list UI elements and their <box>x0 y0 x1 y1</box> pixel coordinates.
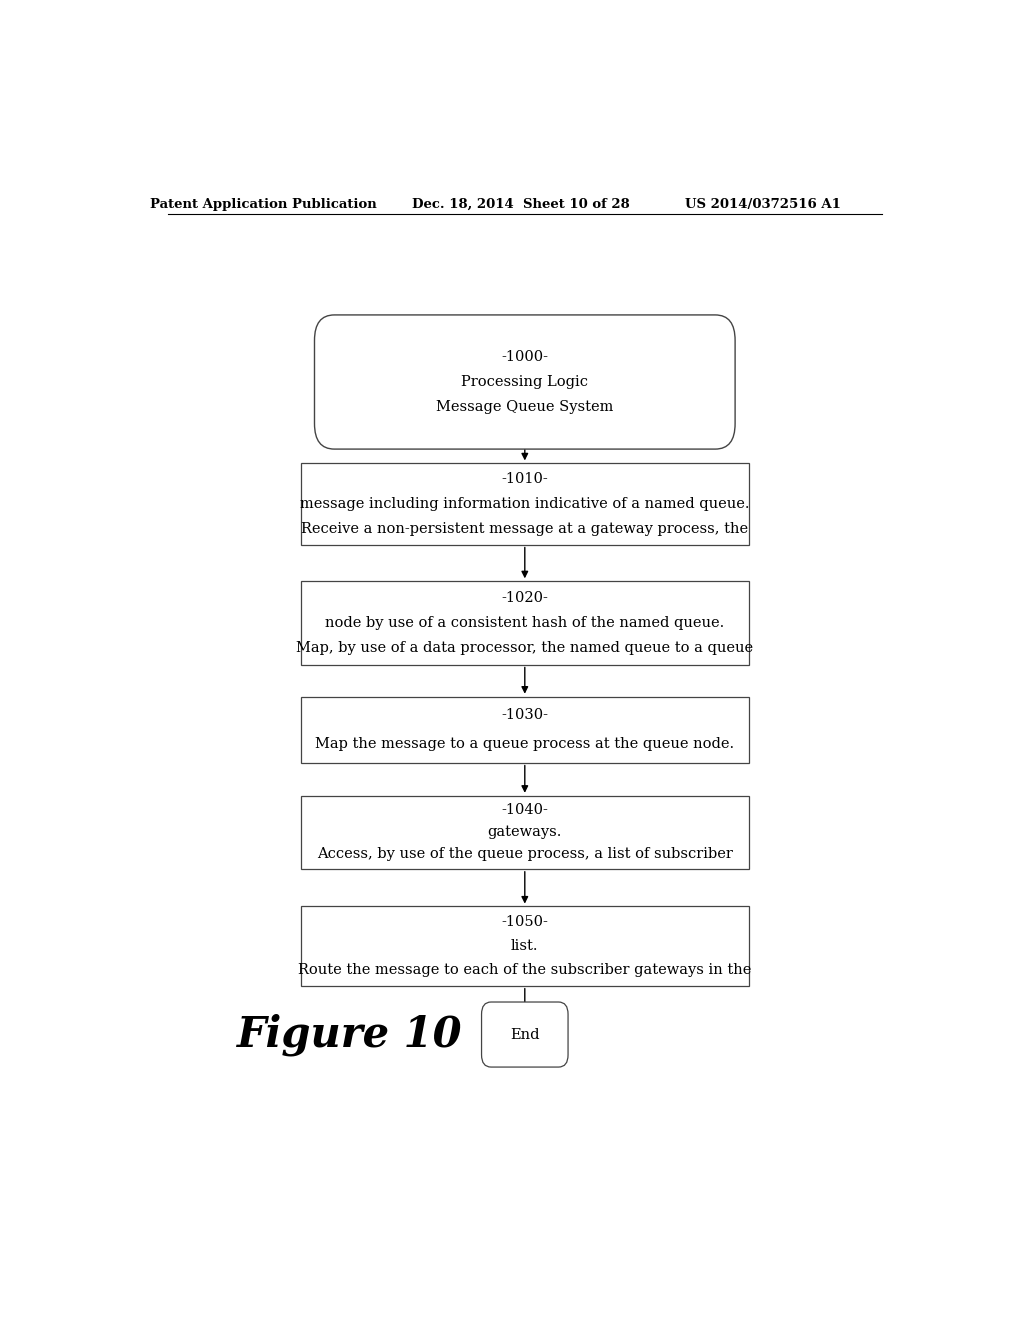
Text: Access, by use of the queue process, a list of subscriber: Access, by use of the queue process, a l… <box>316 847 733 862</box>
Text: Processing Logic: Processing Logic <box>461 375 589 389</box>
FancyBboxPatch shape <box>301 796 749 869</box>
Text: Route the message to each of the subscriber gateways in the: Route the message to each of the subscri… <box>298 964 752 977</box>
Text: -1050-: -1050- <box>502 915 548 929</box>
Text: -1020-: -1020- <box>502 590 548 605</box>
Text: End: End <box>510 1027 540 1041</box>
Text: Figure 10: Figure 10 <box>238 1014 463 1056</box>
Text: Map the message to a queue process at the queue node.: Map the message to a queue process at th… <box>315 737 734 751</box>
Text: Receive a non-persistent message at a gateway process, the: Receive a non-persistent message at a ga… <box>301 521 749 536</box>
Text: Patent Application Publication: Patent Application Publication <box>150 198 376 211</box>
Text: -1000-: -1000- <box>502 350 548 364</box>
Text: gateways.: gateways. <box>487 825 562 840</box>
FancyBboxPatch shape <box>481 1002 568 1067</box>
Text: US 2014/0372516 A1: US 2014/0372516 A1 <box>685 198 841 211</box>
Text: -1040-: -1040- <box>502 803 548 817</box>
Text: -1010-: -1010- <box>502 473 548 486</box>
FancyBboxPatch shape <box>301 463 749 545</box>
Text: list.: list. <box>511 939 539 953</box>
FancyBboxPatch shape <box>314 315 735 449</box>
Text: message including information indicative of a named queue.: message including information indicative… <box>300 496 750 511</box>
Text: Dec. 18, 2014  Sheet 10 of 28: Dec. 18, 2014 Sheet 10 of 28 <box>412 198 630 211</box>
Text: Message Queue System: Message Queue System <box>436 400 613 414</box>
Text: Map, by use of a data processor, the named queue to a queue: Map, by use of a data processor, the nam… <box>296 642 754 655</box>
FancyBboxPatch shape <box>301 697 749 763</box>
Text: node by use of a consistent hash of the named queue.: node by use of a consistent hash of the … <box>326 616 724 630</box>
Text: -1030-: -1030- <box>502 709 548 722</box>
FancyBboxPatch shape <box>301 581 749 664</box>
FancyBboxPatch shape <box>301 907 749 986</box>
